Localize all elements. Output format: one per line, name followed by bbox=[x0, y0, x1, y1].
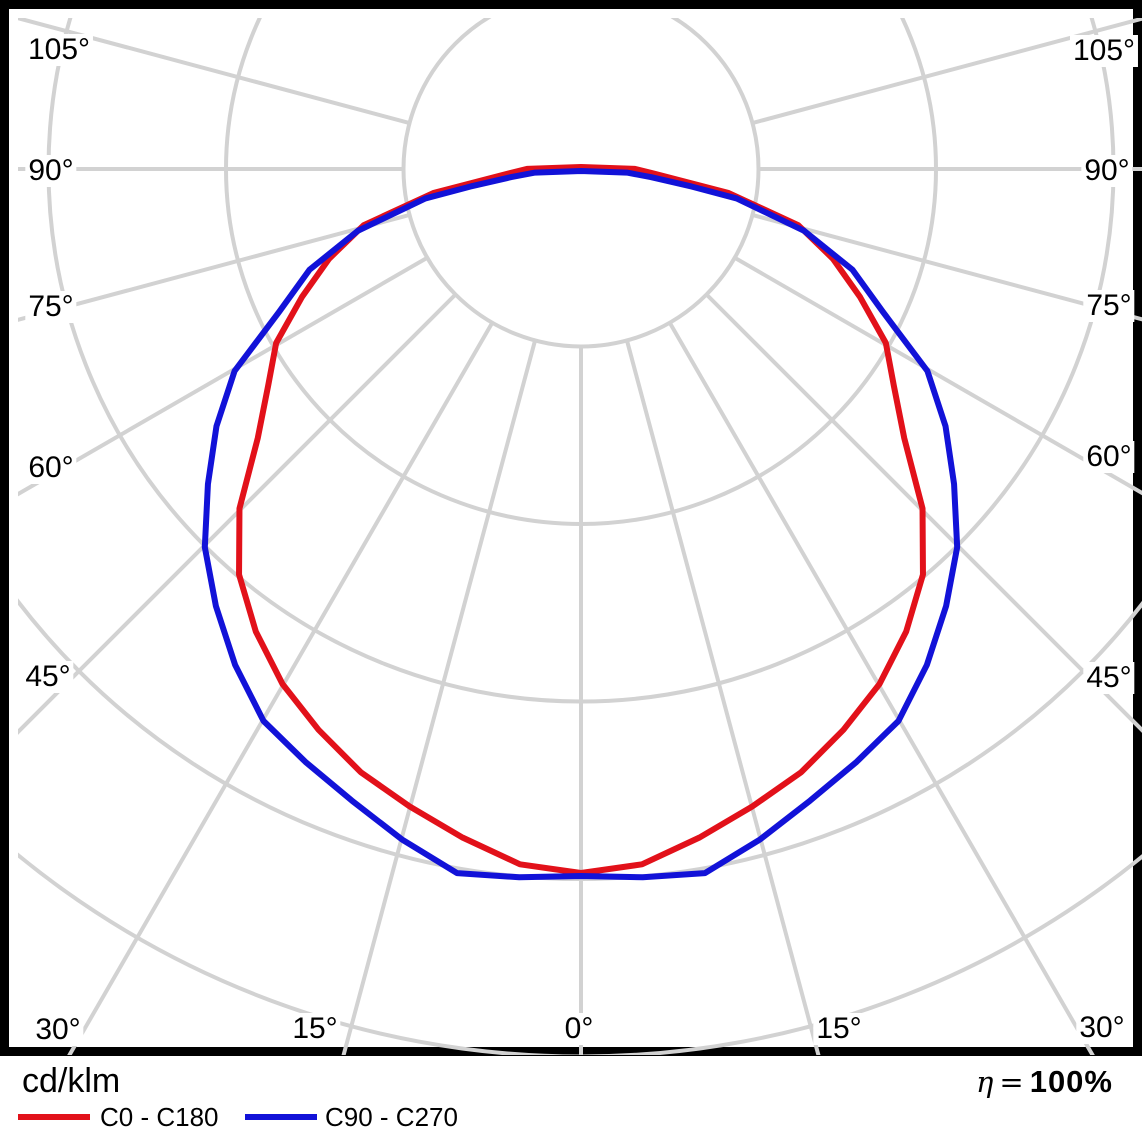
legend-item-label: C90 - C270 bbox=[325, 1102, 458, 1132]
grid-radial-15deg bbox=[341, 339, 537, 1055]
angle-label: 75° bbox=[25, 291, 77, 323]
efficiency-label: η = 100% bbox=[976, 1064, 1113, 1100]
angle-label: 30° bbox=[1076, 1012, 1128, 1044]
legend-item-label: C0 - C180 bbox=[100, 1102, 219, 1132]
polar-chart-svg bbox=[18, 18, 1142, 1055]
angle-label: 105° bbox=[24, 34, 94, 66]
curve-c90-c270 bbox=[201, 168, 961, 881]
angle-label: 15° bbox=[813, 1013, 865, 1045]
angle-label: 60° bbox=[25, 452, 77, 484]
grid-radial-105deg bbox=[18, 18, 411, 125]
angle-label: 105° bbox=[1069, 35, 1139, 67]
angle-label: 30° bbox=[32, 1014, 84, 1046]
grid-radial-30deg bbox=[67, 321, 494, 1055]
grid-radial-45deg bbox=[18, 293, 457, 735]
angle-label: 90° bbox=[25, 155, 77, 187]
grid-ring bbox=[18, 598, 1142, 881]
efficiency-symbol: η bbox=[976, 1065, 994, 1099]
grid-radial-30deg bbox=[668, 321, 1095, 1055]
legend: cd/klm C0 - C180 C90 - C270 η = 100% bbox=[0, 1056, 1142, 1132]
angle-label: 60° bbox=[1083, 441, 1135, 473]
legend-swatch-line bbox=[18, 1114, 90, 1120]
angle-label: 45° bbox=[22, 661, 74, 693]
grid-radial-45deg bbox=[705, 293, 1142, 733]
polar-grid bbox=[18, 18, 1142, 1055]
grid-radial-75deg bbox=[751, 213, 1142, 322]
angle-label: 45° bbox=[1083, 662, 1135, 694]
grid-radial-60deg bbox=[18, 256, 429, 497]
unit-label: cd/klm bbox=[22, 1062, 121, 1100]
legend-swatch-line bbox=[245, 1114, 317, 1120]
grid-radial-75deg bbox=[18, 213, 411, 322]
legend-items: C0 - C180 C90 - C270 bbox=[0, 1104, 700, 1130]
grid-radial-15deg bbox=[625, 339, 821, 1055]
efficiency-equals: = bbox=[999, 1065, 1024, 1099]
angle-label: 15° bbox=[289, 1013, 341, 1045]
curve-c0-c180 bbox=[236, 164, 926, 876]
grid-radial-105deg bbox=[751, 18, 1142, 125]
polar-plot-area: 105° 90° 75° 60° 45° 30° 15° 0° 15° 30° 45° 60° 75° 9… bbox=[0, 0, 1142, 1056]
angle-label: 90° bbox=[1081, 155, 1133, 187]
efficiency-value: 100% bbox=[1029, 1064, 1113, 1099]
angle-label: 0° bbox=[561, 1013, 597, 1045]
angle-label: 75° bbox=[1083, 290, 1135, 322]
